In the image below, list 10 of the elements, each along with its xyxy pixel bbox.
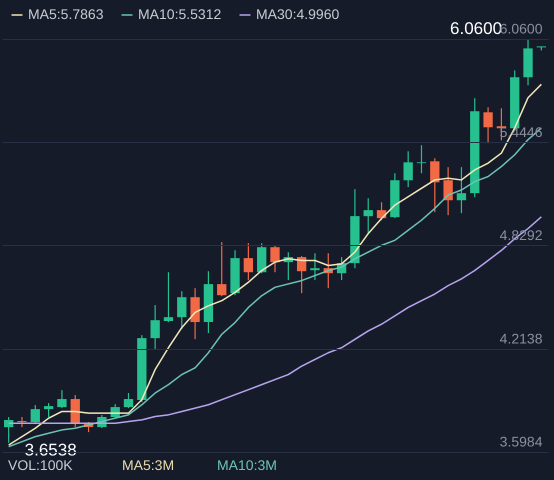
text: VOL:100K	[8, 457, 74, 473]
text: MA5:3M	[122, 457, 174, 473]
text: 6.0600	[450, 19, 502, 38]
legend-label: MA10:5.5312	[138, 6, 222, 22]
legend-label: MA5:5.7863	[28, 6, 104, 22]
y-tick-label: 6.0600	[500, 20, 543, 36]
y-tick-label: 3.5984	[500, 434, 543, 450]
text: MA10:3M	[217, 457, 277, 473]
y-tick-label: 4.2138	[500, 330, 543, 346]
legend-label: MA30:4.9960	[256, 6, 340, 22]
